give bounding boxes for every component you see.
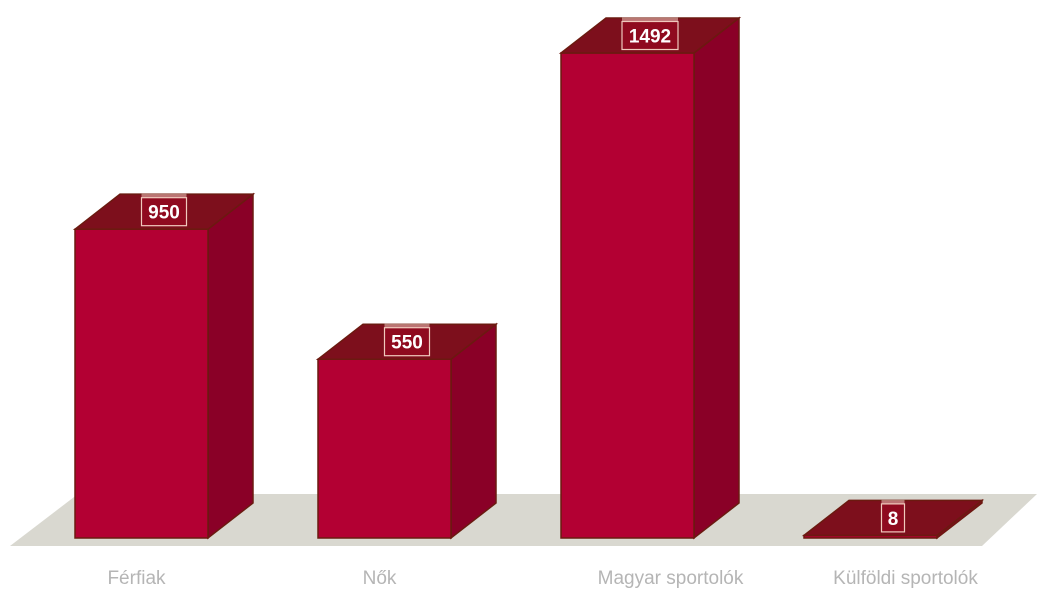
bar-side-face [693,16,740,540]
bar-1: 950 [72,192,256,540]
data-label-text: 8 [888,509,899,530]
bar-4: 8 [801,498,985,540]
data-label: 950 [140,193,188,227]
data-label: 8 [880,499,906,533]
chart-floor [10,494,1037,546]
data-label: 550 [383,323,431,357]
data-label-highlight [384,323,430,330]
data-label-text: 950 [148,203,180,224]
data-label-box [140,197,188,227]
data-label-text: 1492 [629,27,671,48]
bar-front-face [317,358,452,539]
category-labels-group: Férfiak Nők Magyar sportolók Külföldi sport… [107,568,978,589]
data-label-box [880,503,906,533]
bar-3: 1492 [558,16,742,540]
bar-2: 550 [315,322,499,540]
bar-side-face [450,322,497,540]
bar-front-face [74,228,209,539]
data-label-box [383,327,431,357]
bar-front-face [560,52,695,539]
data-label-highlight [141,193,187,200]
bars-group: 950 550 1492 8 [72,16,985,540]
category-label: Nők [363,568,397,589]
data-label: 1492 [621,17,679,51]
data-label-box [621,20,679,51]
category-label: Külföldi sportolók [833,568,978,589]
data-label-highlight [622,17,678,24]
category-label: Férfiak [107,568,166,589]
category-label: Magyar sportolók [598,568,744,589]
data-label-text: 550 [391,333,423,354]
data-label-highlight [881,499,905,506]
bar-side-face [207,192,254,540]
